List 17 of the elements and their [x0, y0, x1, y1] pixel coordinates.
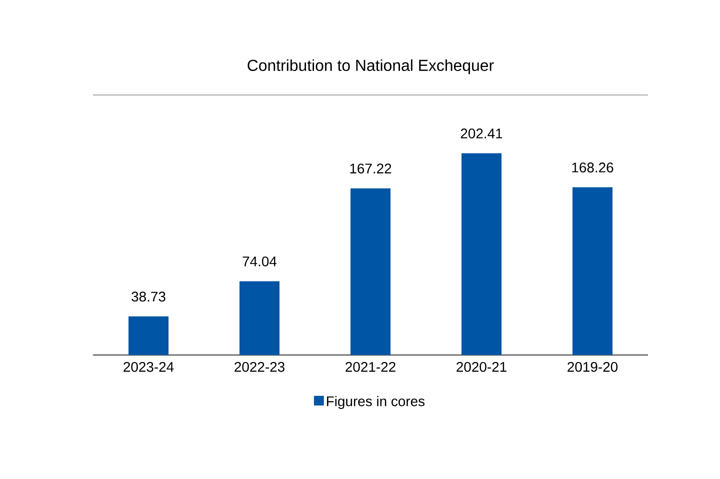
x-tick-label: 2020-21	[456, 362, 506, 372]
bar	[572, 187, 613, 355]
x-tick-label: 2022-23	[234, 362, 284, 372]
data-label: 168.26	[572, 162, 614, 172]
chart-title: Contribution to National Exchequer	[248, 59, 494, 74]
x-tick-label: 2023-24	[124, 362, 174, 372]
x-tick-label: 2019-20	[568, 362, 618, 372]
bar	[240, 281, 280, 355]
data-label: 167.22	[350, 164, 392, 174]
bar	[128, 316, 168, 355]
x-tick-label: 2021-22	[346, 362, 396, 372]
data-label: 38.73	[132, 292, 166, 302]
data-label: 202.41	[460, 128, 502, 138]
bar	[462, 153, 502, 355]
data-label: 74.04	[242, 256, 277, 266]
legend-label: Figures in cores	[326, 396, 425, 409]
bar	[350, 188, 391, 355]
